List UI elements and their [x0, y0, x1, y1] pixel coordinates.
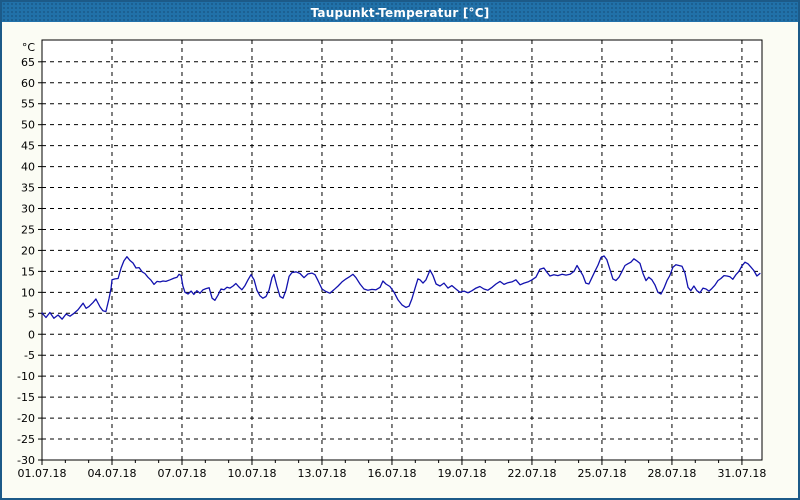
x-tick-label: 28.07.18: [647, 467, 696, 480]
dewpoint-series-line: [41, 255, 761, 320]
x-tick-label: 31.07.18: [717, 467, 766, 480]
x-tick-label: 10.07.18: [227, 467, 276, 480]
plot-frame: [41, 39, 763, 461]
y-tick-label: 5: [28, 307, 35, 320]
y-tick-label: -30: [17, 454, 35, 467]
y-tick-label: 50: [21, 119, 35, 132]
x-tick-label: 04.07.18: [88, 467, 137, 480]
y-tick-label: 15: [21, 265, 35, 278]
window-title: Taupunkt-Temperatur [°C]: [310, 6, 490, 20]
y-tick-label: -25: [17, 433, 35, 446]
x-tick-label: 16.07.18: [367, 467, 416, 480]
y-tick-label: -20: [17, 412, 35, 425]
y-tick-label: 10: [21, 286, 35, 299]
dewpoint-line-chart: 65605550454035302520151050-5-10-15-20-25…: [17, 39, 766, 480]
title-bar: Taupunkt-Temperatur [°C]: [2, 2, 798, 22]
y-tick-label: 35: [21, 182, 35, 195]
x-tick-label: 25.07.18: [577, 467, 626, 480]
y-tick-label: 30: [21, 203, 35, 216]
y-tick-label: -15: [17, 391, 35, 404]
x-tick-label: 19.07.18: [437, 467, 486, 480]
y-tick-label: 20: [21, 244, 35, 257]
y-tick-label: 0: [28, 328, 35, 341]
y-tick-label: 40: [21, 161, 35, 174]
x-tick-label: 13.07.18: [297, 467, 346, 480]
x-tick-label: 01.07.18: [18, 467, 67, 480]
y-tick-label: -10: [17, 370, 35, 383]
y-tick-label: 60: [21, 77, 35, 90]
y-tick-label: -5: [24, 349, 35, 362]
y-tick-label: 55: [21, 98, 35, 111]
y-tick-label: 65: [21, 56, 35, 69]
y-tick-label: 45: [21, 140, 35, 153]
y-axis-unit-label: °C: [22, 41, 36, 54]
y-tick-label: 25: [21, 223, 35, 236]
x-tick-label: 07.07.18: [157, 467, 206, 480]
x-tick-label: 22.07.18: [507, 467, 556, 480]
